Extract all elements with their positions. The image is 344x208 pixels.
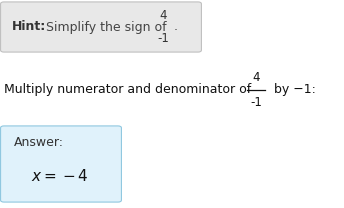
Text: $x = -4$: $x = -4$ [31, 168, 89, 184]
Text: -1: -1 [157, 32, 169, 45]
Text: 4: 4 [159, 9, 167, 22]
Text: .: . [174, 21, 178, 33]
Text: Multiply numerator and denominator of: Multiply numerator and denominator of [4, 83, 255, 97]
Text: Simplify the sign of: Simplify the sign of [42, 21, 171, 33]
Text: -1: -1 [250, 95, 262, 109]
Text: by −1:: by −1: [270, 83, 316, 97]
Text: Answer:: Answer: [14, 135, 64, 149]
Text: 4: 4 [252, 71, 260, 84]
Text: Hint:: Hint: [12, 21, 46, 33]
